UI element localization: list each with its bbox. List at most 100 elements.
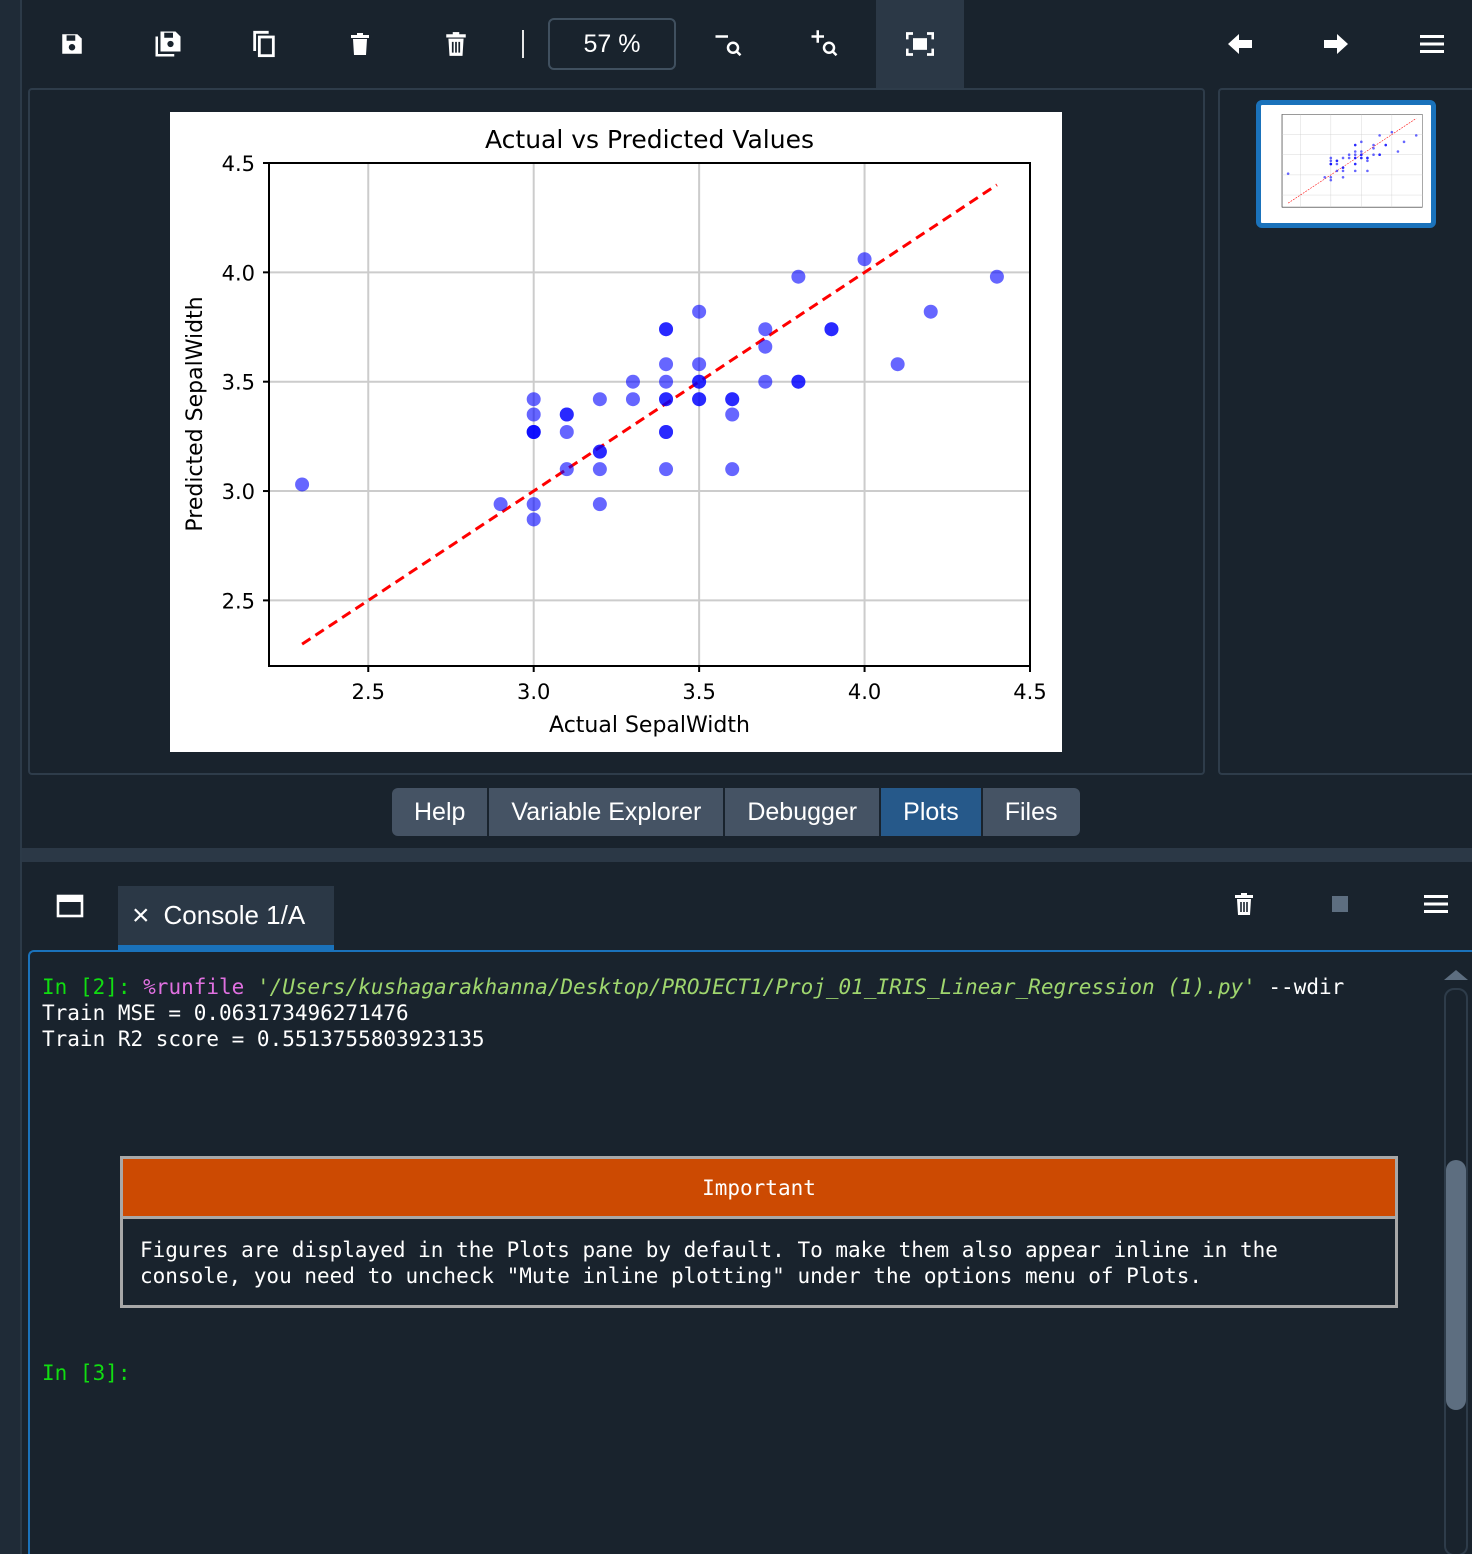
data-point — [1360, 150, 1363, 153]
y-tick-label: 4.0 — [222, 261, 255, 285]
tab-debugger[interactable]: Debugger — [725, 788, 882, 836]
data-point — [758, 339, 773, 354]
data-point — [758, 322, 773, 337]
data-point — [493, 497, 508, 512]
delete-all-icon[interactable] — [432, 20, 480, 68]
previous-icon[interactable] — [1216, 20, 1264, 68]
console-scrollbar[interactable] — [1444, 988, 1468, 1554]
thumbnail-background — [1263, 105, 1429, 223]
data-point — [890, 357, 905, 372]
left-dock-strip — [0, 0, 22, 1554]
magic-command: %runfile — [143, 975, 245, 999]
data-point — [559, 407, 574, 422]
data-point — [592, 444, 607, 459]
data-point — [1360, 156, 1363, 160]
data-point — [1335, 169, 1339, 173]
close-tab-icon[interactable]: × — [132, 898, 150, 932]
browse-tabs-icon[interactable] — [46, 882, 94, 930]
y-tick-label: 3.5 — [222, 371, 255, 395]
data-point — [1347, 153, 1351, 157]
data-point — [659, 392, 674, 407]
stop-icon[interactable] — [1316, 880, 1364, 928]
save-icon[interactable] — [48, 20, 96, 68]
console-output-area[interactable]: In [2]: %runfile '/Users/kushagarakhanna… — [28, 950, 1472, 1554]
data-point — [659, 374, 674, 389]
data-point — [1372, 153, 1375, 157]
data-point — [526, 407, 541, 422]
tab-help[interactable]: Help — [392, 788, 490, 836]
pane-tab-bar: Help Variable Explorer Debugger Plots Fi… — [392, 788, 1080, 836]
remove-all-variables-icon[interactable] — [1220, 880, 1268, 928]
x-axis-label: Actual SepalWidth — [549, 713, 750, 738]
data-point — [659, 322, 674, 337]
console-tab-label: Console 1/A — [163, 900, 306, 930]
data-point — [1347, 156, 1351, 160]
data-point — [1372, 146, 1375, 150]
delete-icon[interactable] — [336, 20, 384, 68]
plot-canvas-pane: 2.5 3.0 3.5 4.0 4.5 2.5 3.0 3.5 4.0 4.5 Actual vs… — [28, 88, 1205, 775]
data-point — [1335, 162, 1339, 166]
data-point — [1329, 176, 1333, 179]
y-tick-label: 3.0 — [222, 480, 255, 504]
data-point — [692, 392, 707, 407]
data-point — [1353, 143, 1357, 147]
data-point — [559, 424, 574, 439]
figure: 2.5 3.0 3.5 4.0 4.5 2.5 3.0 3.5 4.0 4.5 Actual vs… — [170, 112, 1062, 752]
console-scrollbar-thumb[interactable] — [1446, 1160, 1466, 1410]
data-point — [1353, 162, 1357, 166]
tab-files[interactable]: Files — [982, 788, 1080, 836]
zoom-in-icon[interactable] — [800, 20, 848, 68]
console-menu-icon[interactable] — [1412, 880, 1460, 928]
important-notice: Important Figures are displayed in the P… — [120, 1156, 1398, 1308]
toolbar-separator — [522, 30, 524, 58]
zoom-level-field[interactable]: 57 % — [548, 18, 676, 70]
data-point — [692, 304, 707, 319]
y-tick-label: 4.5 — [222, 152, 255, 176]
data-point — [1341, 166, 1345, 169]
console-tab[interactable]: × Console 1/A — [118, 886, 334, 950]
input-prompt: In [2]: — [42, 975, 144, 999]
plot-thumbnail[interactable] — [1256, 100, 1436, 228]
data-point — [1329, 159, 1333, 163]
x-tick-label: 3.0 — [517, 680, 550, 704]
scroll-up-arrow-icon[interactable] — [1444, 970, 1468, 980]
data-point — [725, 407, 740, 422]
save-all-icon[interactable] — [144, 20, 192, 68]
data-point — [758, 374, 773, 389]
data-point — [526, 392, 541, 407]
data-point — [659, 357, 674, 372]
data-point — [592, 462, 607, 477]
data-point — [725, 462, 740, 477]
chart-title: Actual vs Predicted Values — [485, 125, 814, 154]
thumbnail-chart — [1263, 105, 1429, 223]
copy-icon[interactable] — [240, 20, 288, 68]
important-title: Important — [123, 1159, 1395, 1219]
tab-plots[interactable]: Plots — [881, 788, 983, 836]
menu-icon[interactable] — [1408, 20, 1456, 68]
data-point — [989, 269, 1004, 284]
next-input-prompt[interactable]: In [3]: — [42, 1361, 131, 1385]
thumbnails-pane — [1218, 88, 1472, 775]
command-flag: --wdir — [1255, 975, 1345, 999]
console-output-mse: Train MSE = 0.063173496271476 — [42, 1001, 409, 1025]
data-point — [625, 392, 640, 407]
data-point — [1390, 130, 1394, 134]
zoom-out-icon[interactable] — [704, 20, 752, 68]
data-point — [1366, 169, 1369, 173]
plots-toolbar: 57 % — [22, 0, 1472, 88]
x-tick-label: 4.5 — [1013, 680, 1046, 704]
data-point — [1329, 162, 1333, 166]
x-tick-label: 3.5 — [682, 680, 715, 704]
data-point — [1414, 134, 1418, 137]
data-point — [559, 462, 574, 477]
data-point — [1329, 156, 1333, 160]
next-icon[interactable] — [1312, 20, 1360, 68]
pane-splitter[interactable] — [22, 848, 1472, 862]
console-output-r2: Train R2 score = 0.5513755803923135 — [42, 1027, 485, 1051]
data-point — [1353, 169, 1357, 173]
tab-variable-explorer[interactable]: Variable Explorer — [489, 788, 726, 836]
data-point — [1353, 156, 1357, 160]
data-point — [1372, 143, 1375, 147]
fit-icon[interactable] — [896, 20, 944, 68]
